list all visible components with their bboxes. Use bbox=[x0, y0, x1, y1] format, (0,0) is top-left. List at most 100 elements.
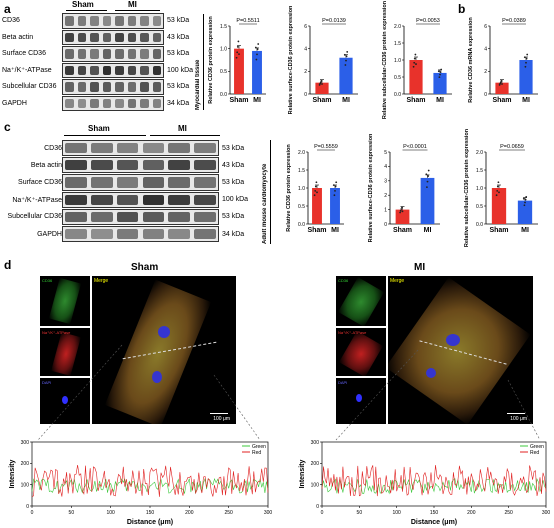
plot-frame bbox=[321, 441, 547, 507]
data-point bbox=[439, 73, 441, 76]
blot-band bbox=[194, 160, 216, 171]
channel-label: CD36 bbox=[338, 278, 349, 283]
y-tick-label: 0.5 bbox=[220, 69, 227, 75]
category-label: Sham bbox=[492, 97, 511, 104]
panel-label-b: b bbox=[458, 2, 466, 16]
bar-chart-c2: Relative surface-CD36 protein expression… bbox=[368, 133, 440, 242]
y-tick-label: 6 bbox=[304, 24, 307, 30]
blot-band bbox=[102, 65, 111, 75]
group-line bbox=[150, 135, 220, 136]
data-point bbox=[496, 185, 499, 188]
blot-band bbox=[77, 82, 86, 92]
blot-band bbox=[168, 229, 191, 240]
y-tick-label: 4 bbox=[304, 46, 307, 52]
x-tick-label: 200 bbox=[467, 510, 476, 516]
bar-chart-a1: Relative CD36 protein expression 0.0 0.5 1.… bbox=[208, 16, 266, 104]
sham-green-channel: CD36 bbox=[40, 276, 90, 326]
blot-strip bbox=[62, 79, 164, 95]
data-point bbox=[255, 58, 258, 61]
blot-strip bbox=[62, 29, 164, 45]
data-point bbox=[257, 43, 260, 45]
legend-label: Green bbox=[252, 444, 266, 450]
blot-band bbox=[90, 211, 113, 222]
data-point bbox=[399, 209, 402, 212]
blot-band bbox=[116, 211, 139, 222]
blot-band bbox=[140, 82, 149, 92]
y-tick-label: 2 bbox=[384, 193, 387, 199]
molecular-weight-label: 53 kDa bbox=[167, 83, 190, 91]
x-tick-label: 100 bbox=[106, 510, 115, 516]
category-label: MI bbox=[436, 97, 444, 104]
y-tick-label: 1.5 bbox=[394, 41, 401, 47]
data-point bbox=[525, 57, 528, 60]
blot-band bbox=[90, 177, 113, 188]
molecular-weight-label: 53 kDa bbox=[222, 144, 245, 152]
blot-band bbox=[152, 49, 161, 59]
y-tick-label: 0.5 bbox=[394, 75, 401, 81]
molecular-weight-label: 43 kDa bbox=[167, 33, 190, 41]
x-tick-label: 0 bbox=[321, 510, 324, 516]
data-point bbox=[501, 83, 503, 85]
data-point bbox=[236, 51, 239, 54]
bar-mi bbox=[252, 50, 262, 94]
bar-chart-c1: Relative CD36 protein expression 0.0 0.5 1.… bbox=[286, 144, 344, 234]
bar-sham bbox=[495, 82, 509, 94]
bar-mi bbox=[517, 200, 533, 224]
molecular-weight-label: 34 kDa bbox=[222, 230, 245, 238]
scale-bar-label: 100 μm bbox=[510, 416, 527, 422]
data-point bbox=[345, 59, 347, 62]
data-point bbox=[314, 185, 317, 188]
blot-band bbox=[65, 211, 87, 222]
x-tick-label: 250 bbox=[504, 510, 513, 516]
blot-band bbox=[140, 49, 149, 59]
blot-band bbox=[65, 49, 74, 59]
data-point bbox=[319, 82, 322, 85]
blot-strip bbox=[62, 13, 164, 29]
legend-label: Red bbox=[530, 450, 539, 456]
data-point bbox=[256, 48, 259, 51]
blot-band bbox=[142, 211, 165, 222]
blot-band bbox=[65, 82, 74, 92]
sham-blue-channel: DAPI bbox=[40, 378, 90, 424]
x-tick-label: 150 bbox=[430, 510, 439, 516]
x-tick-label: 200 bbox=[185, 510, 194, 516]
blot-band bbox=[168, 194, 191, 205]
molecular-weight-label: 100 kDa bbox=[167, 66, 194, 74]
bar-chart-c3: Relative subcellular-CD36 protein expres… bbox=[464, 128, 538, 247]
y-tick-label: 0.0 bbox=[476, 222, 483, 228]
blot-band bbox=[152, 16, 161, 26]
group-line bbox=[64, 135, 146, 136]
blot-band bbox=[142, 143, 165, 154]
blot-band bbox=[90, 16, 99, 26]
blot-strip bbox=[62, 46, 164, 62]
blot-band bbox=[152, 65, 161, 75]
blot-band bbox=[65, 65, 74, 75]
bar-sham bbox=[395, 209, 410, 224]
y-tick-label: 300 bbox=[311, 440, 320, 446]
blot-band bbox=[116, 229, 139, 240]
blot-band bbox=[115, 32, 124, 42]
channel-label: Na⁺/K⁺-ATPase bbox=[338, 330, 367, 335]
blot-band bbox=[90, 143, 113, 154]
merge-label: Merge bbox=[390, 278, 405, 284]
y-tick-label: 0 bbox=[484, 92, 487, 98]
group-label-mi: MI bbox=[128, 0, 137, 9]
data-point bbox=[256, 53, 258, 56]
blot-row: Beta actin 43 kDa bbox=[2, 157, 244, 174]
panel-label-d: d bbox=[4, 258, 12, 272]
sham-red-channel: Na⁺/K⁺-ATPase bbox=[40, 328, 90, 376]
channel-label: DAPI bbox=[338, 380, 348, 385]
data-point bbox=[438, 76, 441, 79]
y-tick-label: 1.0 bbox=[298, 186, 305, 192]
data-point bbox=[500, 79, 503, 82]
blot-row-name: Na⁺/K⁺-ATPase bbox=[12, 196, 62, 204]
channel-label: CD36 bbox=[42, 278, 53, 283]
blot-band bbox=[140, 16, 149, 26]
blot-row-name: Surface CD36 bbox=[18, 178, 62, 186]
data-point bbox=[333, 194, 336, 197]
x-tick-label: 300 bbox=[264, 510, 273, 516]
mi-merge-image: Merge 100 μm bbox=[388, 276, 533, 424]
mi-line-profile: 0 50 100 150 200 250 300 0 100 200 300 Distance (μm… bbox=[299, 440, 550, 526]
category-label: MI bbox=[342, 97, 350, 104]
blot-band bbox=[142, 229, 165, 240]
